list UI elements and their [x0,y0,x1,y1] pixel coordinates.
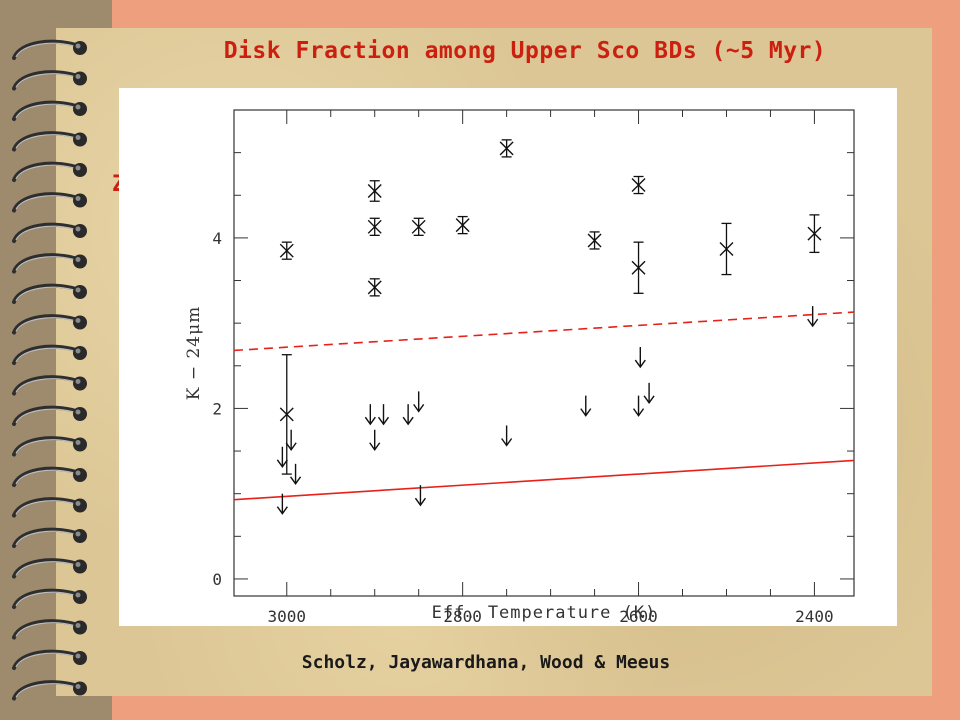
detection-point [631,175,646,195]
x-tick-label: 2400 [795,607,834,626]
binder-ring [12,70,87,91]
detection-point [367,217,382,236]
arrow-head [632,408,645,417]
chart-panel: 3000 2800 2600 2400 0 2 4 Eff. Temperature (K)… [119,88,897,626]
y-axis-label: K − 24μm [184,306,204,401]
binder-ring [12,527,87,548]
binder-ring [12,436,87,457]
binder-ring [12,558,87,579]
detection-point [367,278,382,297]
model-lines [233,311,855,501]
detection-point [631,241,646,294]
axis-ticks: 3000 2800 2600 2400 0 2 4 [212,110,854,626]
binder-ring [12,39,87,60]
upper-limit-arrow [414,485,427,507]
slide-title: Disk Fraction among Upper Sco BDs (~5 My… [223,38,827,64]
y-tick-label: 2 [212,399,222,418]
detection-point [455,215,470,235]
binder-ring [12,314,87,335]
arrow-head [369,442,381,451]
arrow-head [807,318,819,328]
binder-ring [12,405,87,426]
upper-limit-arrow [580,395,592,417]
binder-ring [12,131,87,152]
detection-point [807,214,822,254]
arrow-head [289,476,302,486]
arrow-head [276,506,288,515]
arrow-head [276,459,288,468]
arrow-head [364,416,376,426]
binder-ring [12,497,87,518]
upper-limit-arrow [632,395,645,417]
footer-credits: Scholz, Jayawardhana, Wood & Meeus [301,652,671,673]
upper-limit-arrow [364,404,376,426]
binder-ring [12,375,87,396]
upper-limit-arrow [643,382,655,405]
detection-point [279,354,294,475]
binder-ring [12,466,87,487]
binder-ring [12,283,87,304]
arrow-head [643,395,655,405]
binder-ring [12,192,87,213]
binder-ring [12,619,87,640]
data-marks [276,139,822,515]
upper-limit-arrow [276,493,288,515]
binder-ring [12,100,87,121]
spiral-binding [12,39,87,701]
upper-limit-arrow [369,429,381,451]
scatter-chart: 3000 2800 2600 2400 0 2 4 Eff. Temperature (K)… [184,109,855,626]
upper-limit-arrow [807,306,819,328]
arrow-head [580,408,592,417]
arrow-head [402,416,414,426]
upper-limit-arrow [413,391,425,413]
x-tick-label: 2600 [619,607,658,626]
x-tick-label: 3000 [268,607,307,626]
upper-limit-arrow [377,404,390,426]
arrow-head [377,416,390,426]
detection-point [587,231,602,250]
upper-limit-arrow [285,429,297,451]
binder-ring [12,161,87,182]
upper-limit-arrow [501,425,513,447]
detection-point [499,139,514,158]
binder-ring [12,222,87,243]
arrow-head [634,359,646,369]
x-tick-label: 2800 [443,607,482,626]
detection-point [411,217,426,236]
binder-ring [12,588,87,609]
upper-limit-arrow [402,404,414,426]
x-axis-label: Eff. Temperature (K) [432,603,657,623]
binder-ring [12,680,87,701]
y-tick-label: 0 [212,570,222,589]
binder-ring [12,649,87,670]
arrow-head [414,497,427,507]
upper-limit-arrow [634,347,646,369]
y-tick-label: 4 [212,229,222,248]
binder-ring [12,253,87,274]
arrow-head [413,403,425,413]
model-line-dashed [233,311,855,352]
plot-frame [233,109,855,597]
arrow-head [501,438,513,447]
upper-limit-arrow [276,446,288,468]
model-line-solid [233,459,855,501]
detection-point [279,241,294,260]
arrow-head [285,442,297,451]
detection-point [367,180,382,202]
binder-ring [12,344,87,365]
detection-point [719,222,734,276]
upper-limit-arrow [289,463,302,486]
